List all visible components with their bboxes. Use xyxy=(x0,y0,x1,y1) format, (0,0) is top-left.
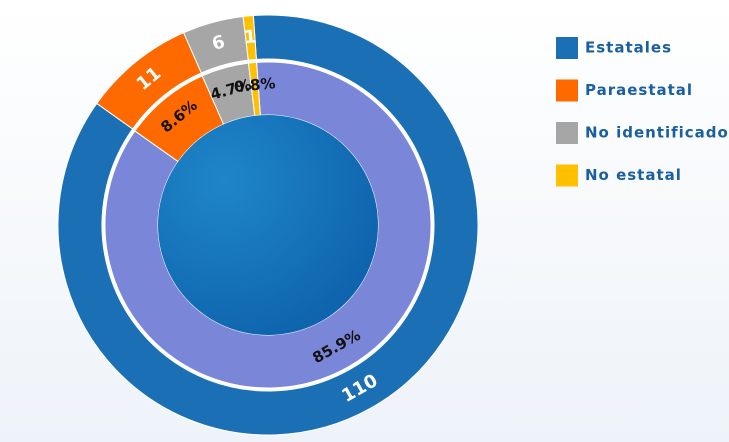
legend-swatch xyxy=(556,164,578,187)
outer-segment xyxy=(57,14,479,436)
outer-segment xyxy=(242,14,257,61)
legend-swatch xyxy=(556,79,578,102)
legend-swatch xyxy=(556,37,578,59)
outer-value-label: 6 xyxy=(210,31,228,55)
center-disc xyxy=(158,115,378,335)
legend-label: Estatales xyxy=(585,39,672,57)
legend-label: No identificado xyxy=(585,124,729,142)
legend-label: No estatal xyxy=(585,166,682,184)
inner-value-label: 0.8% xyxy=(233,74,276,96)
legend-label: Paraestatal xyxy=(585,81,693,99)
ring-separator xyxy=(103,60,433,390)
legend-swatch xyxy=(556,122,578,144)
outer-value-label: 1 xyxy=(243,26,257,48)
